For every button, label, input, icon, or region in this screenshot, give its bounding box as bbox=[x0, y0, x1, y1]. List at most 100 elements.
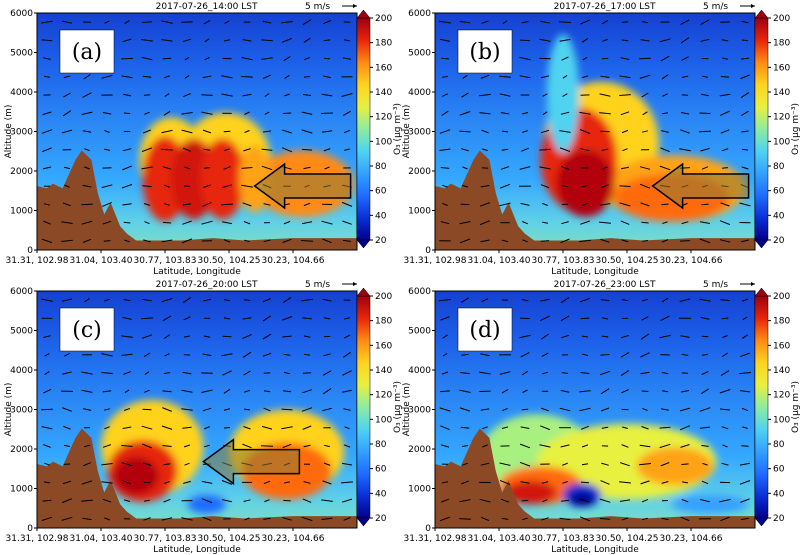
colorbar-tick-label: 20 bbox=[375, 514, 387, 524]
wind-arrow bbox=[739, 202, 751, 207]
wind-arrow bbox=[182, 203, 192, 206]
wind-arrow bbox=[482, 426, 488, 430]
wind-arrow bbox=[63, 92, 71, 98]
wind-arrow bbox=[303, 76, 311, 78]
wind-arrow bbox=[63, 425, 71, 430]
colorbar-min-triangle bbox=[754, 517, 769, 527]
y-tick-label: 6000 bbox=[10, 287, 33, 297]
wind-arrow bbox=[540, 315, 550, 322]
wind-arrow bbox=[521, 370, 529, 376]
wind-arrow bbox=[639, 183, 651, 189]
wind-arrow bbox=[639, 74, 651, 79]
x-tick-label: 31.04, 103.40 bbox=[468, 256, 531, 266]
wind-arrow bbox=[600, 388, 610, 395]
wind-arrow bbox=[581, 202, 589, 207]
wind-arrow bbox=[61, 298, 73, 302]
wind-arrow bbox=[739, 480, 751, 485]
wind-arrow bbox=[601, 317, 609, 320]
wind-arrow bbox=[499, 480, 511, 485]
wind-arrow bbox=[499, 371, 511, 375]
wind-arrow bbox=[641, 498, 649, 503]
wind-arrow bbox=[560, 444, 570, 448]
wind-arrow bbox=[641, 130, 649, 133]
wind-arrow bbox=[182, 147, 192, 152]
wind-arrow bbox=[480, 516, 490, 521]
wind-arrow bbox=[722, 167, 728, 169]
wind-arrow bbox=[621, 166, 629, 170]
panel-label-box bbox=[59, 307, 115, 352]
wind-arrow bbox=[500, 166, 510, 170]
wind-arrow bbox=[659, 38, 671, 43]
wind-arrow bbox=[621, 39, 629, 42]
wind-arrow bbox=[481, 20, 489, 24]
wind-arrow bbox=[264, 93, 270, 97]
x-tick-label: 30.50, 104.25 bbox=[198, 534, 261, 544]
wind-arrow bbox=[741, 130, 749, 133]
wind-arrow bbox=[302, 425, 312, 430]
panel-label: (c) bbox=[72, 318, 102, 343]
terrain bbox=[37, 428, 357, 528]
wind-arrow bbox=[440, 221, 450, 225]
wind-arrow bbox=[341, 481, 353, 484]
wind-arrow bbox=[560, 297, 570, 304]
wind-arrow bbox=[522, 221, 528, 225]
wind-arrow bbox=[63, 166, 71, 170]
wind-arrow bbox=[501, 426, 509, 429]
wind-arrow bbox=[143, 517, 151, 521]
wind-arrow bbox=[519, 56, 531, 61]
y-tick-label: 5000 bbox=[10, 327, 33, 337]
wind-arrow bbox=[301, 129, 313, 134]
wind-arrow bbox=[101, 372, 113, 374]
wind-arrow bbox=[441, 57, 449, 60]
wind-arrow bbox=[243, 426, 251, 430]
wind-arrow bbox=[102, 201, 112, 207]
wind-arrow bbox=[701, 480, 709, 485]
wind-arrow bbox=[84, 148, 90, 152]
colorbar-max-triangle bbox=[754, 287, 769, 297]
wind-arrow bbox=[61, 129, 73, 134]
wind-arrow bbox=[322, 480, 332, 485]
y-tick-label: 4000 bbox=[408, 88, 431, 98]
wind-arrow bbox=[41, 298, 53, 302]
wind-arrow bbox=[662, 390, 668, 393]
wind-vectors bbox=[439, 19, 751, 244]
wind-arrow bbox=[721, 148, 729, 152]
wind-arrow bbox=[741, 39, 749, 42]
wind-arrow bbox=[721, 57, 729, 60]
wind-arrow bbox=[321, 220, 333, 225]
wind-arrow bbox=[242, 317, 252, 320]
wind-arrow bbox=[462, 166, 468, 170]
wind-arrow bbox=[121, 75, 133, 79]
wind-arrow bbox=[301, 111, 313, 115]
wind-arrow bbox=[701, 445, 709, 447]
wind-arrow bbox=[601, 426, 609, 429]
wind-arrow bbox=[562, 74, 568, 79]
wind-arrow bbox=[439, 148, 451, 151]
wind-arrow bbox=[520, 202, 530, 206]
wind-arrow bbox=[101, 353, 113, 357]
wind-arrow bbox=[44, 462, 50, 466]
wind-arrow bbox=[620, 462, 630, 467]
wind-arrow bbox=[281, 426, 293, 430]
wind-arrow bbox=[183, 297, 191, 304]
ozone-region bbox=[238, 145, 271, 213]
wind-arrow bbox=[201, 111, 213, 115]
flow-arrow bbox=[202, 438, 301, 486]
wind-arrow bbox=[284, 481, 290, 484]
wind-arrow bbox=[680, 335, 690, 338]
x-tick-label: 30.77, 103.83 bbox=[532, 256, 595, 266]
wind-arrow bbox=[203, 167, 211, 169]
wind-arrow bbox=[63, 75, 71, 79]
wind-arrow bbox=[741, 407, 749, 412]
colorbar-min-triangle bbox=[356, 517, 371, 527]
wind-arrow bbox=[699, 298, 711, 302]
wind-arrow bbox=[300, 240, 314, 242]
wind-arrow bbox=[282, 297, 292, 304]
y-tick-label: 5000 bbox=[408, 327, 431, 337]
x-tick-label: 31.04, 103.40 bbox=[468, 534, 531, 544]
wind-arrow bbox=[204, 38, 210, 43]
x-tick-label: 30.23, 104.66 bbox=[660, 534, 723, 544]
wind-arrow bbox=[542, 111, 548, 116]
wind-arrow bbox=[462, 74, 468, 79]
wind-arrow bbox=[539, 148, 551, 151]
